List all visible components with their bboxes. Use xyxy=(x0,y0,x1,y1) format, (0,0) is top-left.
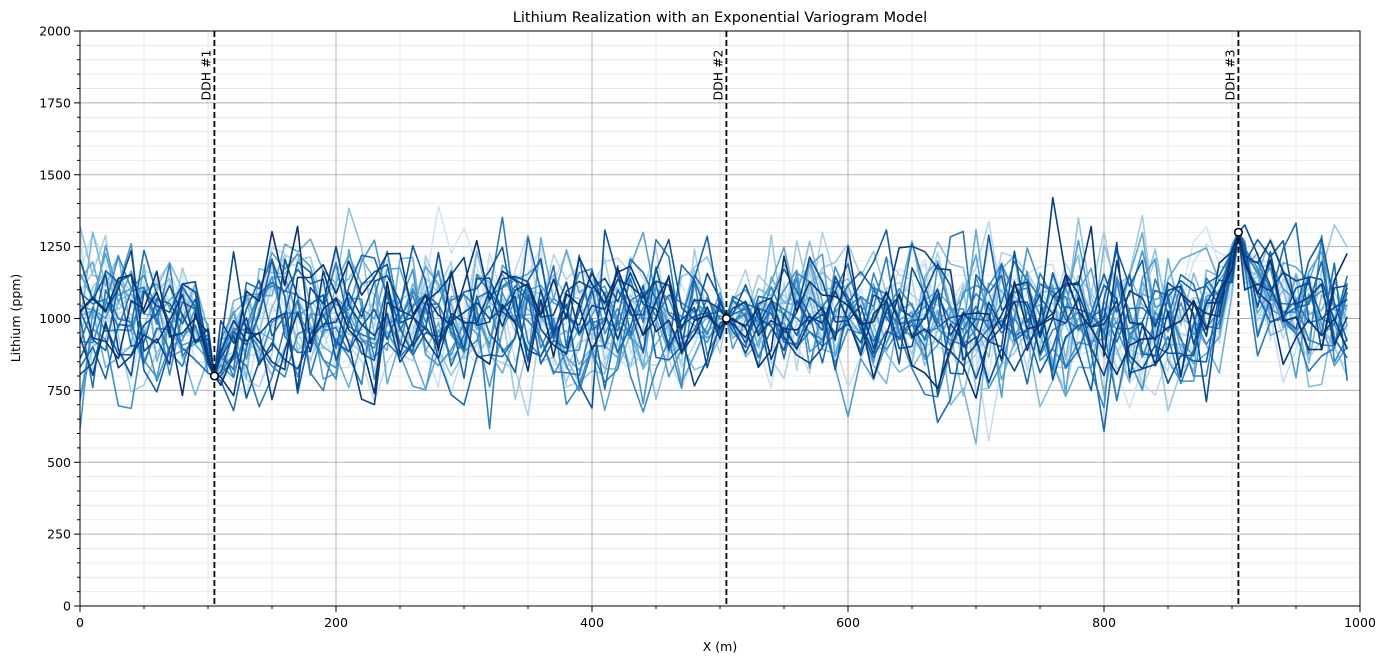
realization-line xyxy=(79,196,1348,406)
realization-series xyxy=(79,196,1348,445)
drillhole-label: DDH #3 xyxy=(1222,49,1237,100)
drillhole-sample-point xyxy=(209,371,219,381)
y-tick-label: 1750 xyxy=(39,95,71,110)
realization-line xyxy=(79,231,1348,389)
x-tick-label: 600 xyxy=(836,615,860,630)
chart-title: Lithium Realization with an Exponential … xyxy=(513,10,927,26)
y-axis-label: Lithium (ppm) xyxy=(8,274,23,363)
drillhole-label: DDH #1 xyxy=(198,49,213,100)
realization-line xyxy=(79,229,1348,395)
axis-ticks: 0 200 400 600 800 1000 0 250 500 750 1000 1250 1500 1… xyxy=(39,24,1376,631)
x-axis-label: X (m) xyxy=(703,639,737,654)
realization-line xyxy=(79,231,1348,412)
x-tick-label: 200 xyxy=(324,615,348,630)
drillhole-label: DDH #2 xyxy=(710,49,725,100)
y-tick-label: 0 xyxy=(63,599,71,614)
drillhole-sample-point xyxy=(721,313,731,324)
y-tick-label: 1250 xyxy=(39,239,71,254)
realization-line xyxy=(79,225,1348,397)
x-tick-label: 800 xyxy=(1092,615,1116,630)
realization-line xyxy=(79,225,1348,399)
y-tick-label: 250 xyxy=(47,527,71,542)
drillhole-markers: DDH #1 DDH #2 DDH #3 xyxy=(198,31,1243,606)
y-tick-label: 500 xyxy=(47,455,71,470)
x-tick-label: 400 xyxy=(580,615,604,630)
x-tick-label: 0 xyxy=(76,615,84,630)
y-tick-label: 1500 xyxy=(39,167,71,182)
y-tick-label: 750 xyxy=(47,383,71,398)
y-tick-label: 2000 xyxy=(39,24,71,39)
realization-line xyxy=(79,222,1348,432)
realization-line xyxy=(79,231,1348,391)
x-tick-label: 1000 xyxy=(1344,615,1376,630)
y-tick-label: 1000 xyxy=(39,311,71,326)
drillhole-sample-point xyxy=(1233,227,1243,237)
